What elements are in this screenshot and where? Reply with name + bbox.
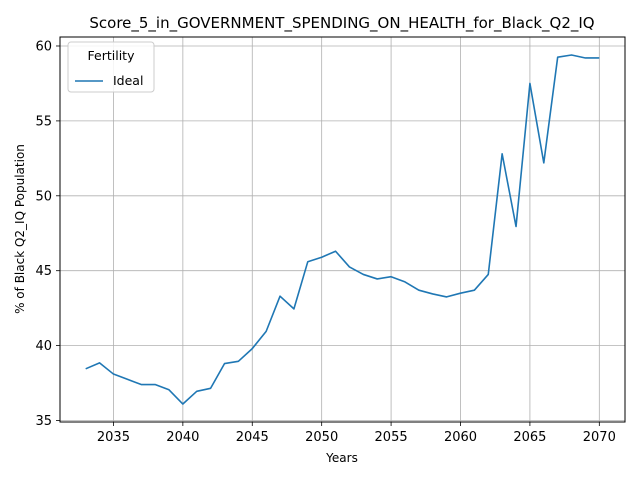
legend-box: [67, 41, 155, 93]
grid-lines: [60, 37, 625, 422]
x-tick-label: 2035: [97, 430, 130, 445]
x-axis-label: Years: [325, 451, 358, 465]
x-tick-label: 2065: [513, 430, 546, 445]
y-axis-label: % of Black Q2_IQ Population: [13, 144, 27, 314]
y-tick-label: 40: [35, 339, 52, 354]
x-tick-label: 2040: [166, 430, 199, 445]
plot-frame: [59, 36, 626, 423]
series-line-ideal: [85, 54, 600, 405]
y-tick-label: 45: [35, 264, 52, 279]
legend-title: Fertility: [88, 48, 136, 63]
y-tick-label: 35: [35, 414, 52, 429]
y-tick-label: 60: [35, 39, 52, 54]
series-layer: [85, 54, 600, 405]
x-tick-label: 2055: [375, 430, 408, 445]
ticks: 2035 2040 2045 2050 2055 2060 2065 2070 35 40 45 50…: [35, 39, 615, 445]
x-tick-label: 2060: [444, 430, 477, 445]
legend: Fertility Ideal: [67, 41, 155, 93]
x-tick-label: 2050: [305, 430, 338, 445]
y-tick-label: 55: [35, 114, 52, 129]
x-tick-label: 2070: [583, 430, 616, 445]
y-tick-label: 50: [35, 189, 52, 204]
chart-title: Score_5_in_GOVERNMENT_SPENDING_ON_HEALTH…: [89, 14, 594, 33]
x-tick-label: 2045: [236, 430, 269, 445]
legend-label-ideal: Ideal: [113, 73, 143, 88]
